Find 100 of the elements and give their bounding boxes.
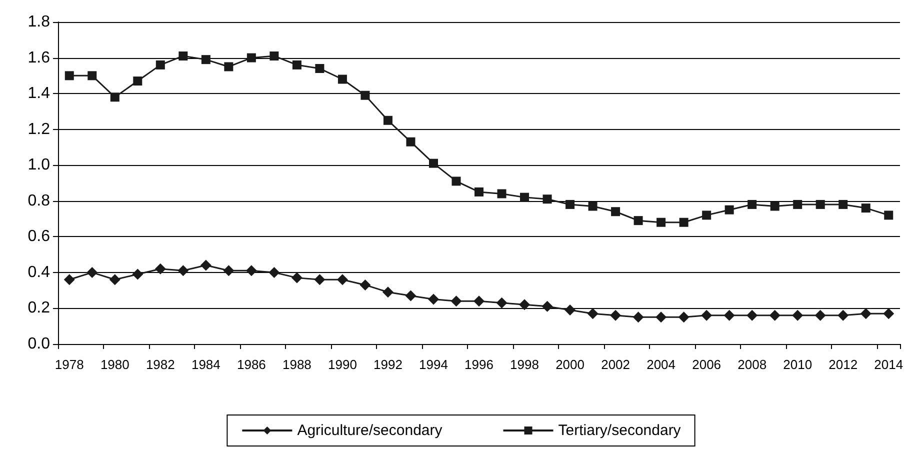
point	[246, 53, 256, 62]
legend-label: Tertiary/secondary	[558, 422, 682, 439]
point	[338, 74, 347, 84]
point	[588, 202, 598, 211]
x-tick-label: 1992	[374, 357, 402, 372]
point	[224, 62, 234, 72]
x-tick-label: 1998	[510, 357, 539, 372]
point	[748, 200, 757, 209]
point	[223, 265, 234, 276]
point	[246, 265, 257, 276]
point	[792, 310, 804, 321]
point	[496, 297, 508, 308]
x-tick-label: 2014	[874, 357, 904, 372]
point	[291, 272, 302, 284]
point	[268, 266, 280, 278]
point	[292, 60, 302, 70]
x-tick-label: 1994	[419, 357, 448, 372]
point	[724, 310, 735, 321]
point	[814, 310, 826, 321]
point	[702, 210, 712, 220]
point	[519, 299, 530, 310]
x-tick-label: 1978	[54, 357, 84, 372]
point	[64, 71, 74, 80]
point	[656, 218, 666, 227]
point	[86, 266, 98, 278]
y-tick-label: 1.2	[28, 120, 50, 138]
point	[678, 312, 690, 323]
point	[406, 137, 416, 146]
y-tick-label: 1.8	[28, 14, 50, 30]
y-tick-label: 0.2	[28, 300, 50, 317]
point	[382, 286, 394, 298]
point	[88, 71, 97, 80]
y-tick-label: 0.0	[28, 336, 50, 352]
y-tick-label: 0.8	[28, 192, 50, 210]
point	[566, 200, 575, 209]
y-tick-label: 1.6	[28, 49, 50, 66]
point	[838, 310, 849, 321]
point	[314, 274, 326, 286]
point	[769, 310, 780, 321]
y-tick-label: 0.6	[28, 228, 50, 246]
y-tick-label: 1.0	[28, 156, 50, 174]
point	[360, 279, 371, 290]
point	[587, 308, 598, 320]
point	[679, 218, 688, 227]
point	[632, 312, 644, 323]
x-tick-label: 2012	[828, 357, 858, 372]
point	[109, 274, 120, 286]
x-tick-label: 1986	[236, 357, 266, 372]
point	[474, 296, 484, 307]
point	[315, 64, 324, 74]
x-tick-label: 1982	[146, 357, 175, 372]
point	[611, 207, 620, 216]
point	[428, 158, 438, 168]
point	[132, 268, 144, 280]
x-tick-label: 1990	[328, 357, 357, 372]
point	[724, 205, 734, 214]
point	[816, 200, 825, 209]
x-tick-label: 2008	[738, 357, 767, 372]
point	[770, 202, 780, 211]
point	[64, 274, 75, 286]
point	[450, 296, 462, 307]
point	[405, 290, 416, 302]
x-tick-label: 2002	[601, 357, 630, 372]
x-tick-label: 1996	[464, 357, 494, 372]
point	[884, 210, 894, 220]
point	[861, 204, 870, 213]
x-tick-label: 2006	[692, 357, 722, 372]
point	[110, 92, 120, 102]
point	[564, 304, 576, 316]
y-tick-label: 1.4	[28, 85, 50, 102]
x-tick-label: 1984	[191, 357, 220, 372]
point	[201, 55, 210, 64]
point	[883, 308, 894, 320]
point	[133, 76, 142, 86]
point	[542, 300, 553, 312]
point	[270, 51, 279, 60]
point	[793, 200, 802, 209]
point	[156, 60, 165, 70]
x-tick-label: 2010	[783, 357, 812, 372]
point	[520, 192, 530, 202]
point	[178, 51, 188, 60]
point	[656, 312, 667, 323]
x-tick-label: 1980	[100, 357, 130, 372]
point	[701, 310, 712, 321]
legend-label: Agriculture/secondary	[297, 422, 443, 439]
point	[336, 274, 348, 286]
point	[200, 260, 212, 271]
point	[178, 265, 189, 276]
point	[746, 310, 758, 321]
point	[860, 308, 872, 320]
x-tick-label: 1988	[282, 357, 312, 372]
point	[497, 189, 506, 198]
y-tick-label: 0.4	[28, 264, 50, 281]
point	[428, 294, 439, 305]
point	[634, 216, 643, 226]
point	[383, 116, 392, 125]
point	[452, 176, 461, 186]
point	[610, 310, 622, 321]
point	[154, 263, 166, 274]
point	[474, 187, 484, 196]
